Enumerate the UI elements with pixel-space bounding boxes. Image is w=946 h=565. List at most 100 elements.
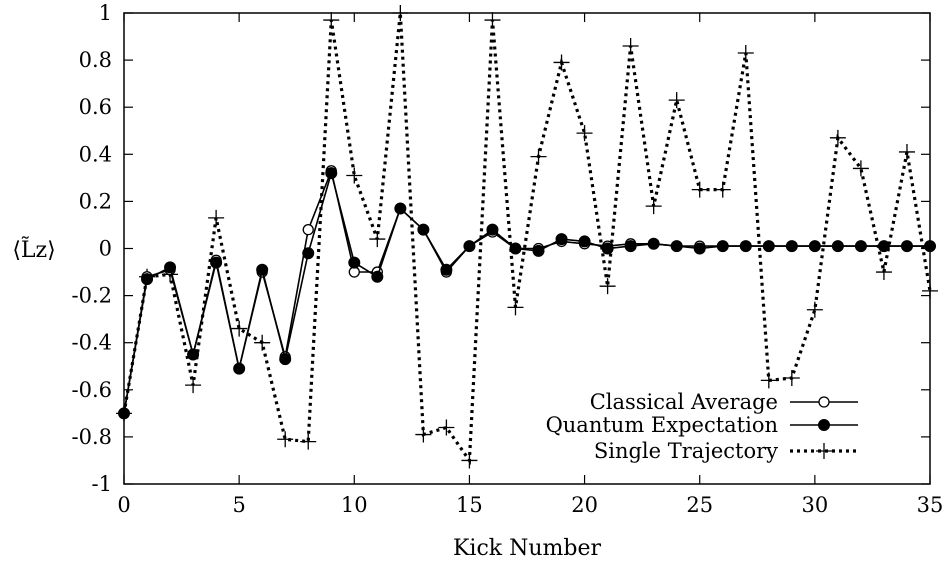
y-tick-label: 0.8 — [79, 48, 112, 72]
data-point — [348, 256, 361, 269]
data-point — [898, 143, 915, 160]
data-point — [599, 278, 616, 295]
data-point — [578, 235, 591, 248]
data-point — [737, 45, 754, 62]
data-point — [555, 233, 568, 246]
y-tick-label: 0.4 — [79, 142, 112, 166]
data-point — [231, 320, 248, 337]
x-tick-label: 30 — [801, 493, 828, 517]
data-point — [233, 362, 246, 375]
x-tick-label: 0 — [117, 493, 130, 517]
series-classical-average — [118, 165, 936, 420]
series-line — [122, 12, 932, 466]
data-point — [530, 148, 547, 165]
legend-item: Quantum Expectation — [546, 413, 858, 437]
data-point — [369, 231, 386, 248]
data-point — [323, 12, 340, 29]
ticks: 0 5 10 15 20 25 30 35 -1 -0.8 -0.6 -0.4 -0.2 0 0.2 0.4 0… — [72, 1, 944, 517]
legend-label: Single Trajectory — [594, 439, 778, 463]
y-tick-label: 0 — [99, 237, 112, 261]
series-layer — [116, 5, 938, 469]
data-point — [463, 240, 476, 253]
data-point — [900, 240, 913, 253]
legend-label: Quantum Expectation — [546, 413, 778, 437]
x-tick-label: 35 — [917, 493, 944, 517]
data-point — [670, 240, 683, 253]
data-point — [875, 264, 892, 281]
data-point — [831, 240, 844, 253]
y-tick-label: -0.4 — [72, 331, 113, 355]
data-point — [346, 167, 363, 184]
data-point — [647, 237, 660, 250]
data-point — [601, 242, 614, 255]
data-point — [760, 372, 777, 389]
x-tick-label: 10 — [341, 493, 368, 517]
data-point — [808, 240, 821, 253]
x-axis-label: Kick Number — [453, 536, 602, 561]
data-point — [302, 247, 315, 260]
data-point — [392, 5, 409, 21]
data-point — [668, 92, 685, 109]
data-point — [302, 224, 314, 236]
data-point — [762, 240, 775, 253]
data-point — [806, 301, 823, 318]
series-line — [123, 168, 930, 414]
data-point — [164, 261, 177, 274]
x-tick-label: 25 — [686, 493, 713, 517]
data-point — [325, 167, 338, 180]
legend-swatch-marker — [816, 443, 832, 459]
data-point — [461, 452, 478, 469]
y-axis-label: ⟨L̃z⟩ — [12, 237, 55, 263]
y-tick-label: -0.2 — [72, 284, 113, 308]
data-point — [208, 209, 225, 226]
y-tick-label: -0.6 — [72, 378, 113, 402]
data-point — [371, 270, 384, 283]
data-point — [509, 242, 522, 255]
legend-swatch-marker — [818, 396, 830, 408]
y-tick-label: 0.2 — [79, 189, 112, 213]
data-point — [877, 240, 890, 253]
data-point — [118, 407, 130, 420]
series-single-trajectory — [116, 5, 938, 469]
data-point — [484, 12, 501, 29]
legend-item: Classical Average — [590, 390, 858, 414]
data-point — [783, 370, 800, 387]
data-point — [438, 419, 455, 436]
data-point — [394, 202, 407, 215]
data-point — [141, 273, 154, 286]
legend-label: Classical Average — [590, 390, 778, 414]
y-tick-label: -1 — [92, 472, 112, 496]
data-point — [829, 129, 846, 146]
data-point — [553, 54, 570, 71]
data-point — [507, 299, 524, 316]
data-point — [693, 242, 706, 255]
data-point — [300, 433, 317, 450]
data-point — [739, 240, 752, 253]
data-point — [440, 263, 453, 276]
data-point — [645, 198, 662, 215]
series-line — [123, 170, 930, 414]
data-point — [486, 223, 499, 236]
data-point — [624, 240, 637, 253]
x-tick-label: 20 — [571, 493, 598, 517]
data-point — [417, 223, 430, 236]
legend-item: Single Trajectory — [594, 439, 858, 463]
y-tick-label: -0.8 — [72, 425, 113, 449]
y-tick-label: 1 — [99, 1, 112, 25]
data-point — [576, 125, 593, 142]
data-point — [854, 240, 867, 253]
data-point — [532, 244, 545, 257]
data-point — [187, 348, 200, 361]
data-point — [622, 37, 639, 54]
data-point — [256, 263, 269, 276]
x-tick-label: 5 — [232, 493, 245, 517]
data-point — [691, 181, 708, 198]
data-point — [185, 377, 202, 394]
data-point — [852, 160, 869, 177]
x-tick-label: 15 — [456, 493, 483, 517]
data-point — [922, 282, 938, 299]
data-point — [254, 334, 271, 351]
data-point — [714, 181, 731, 198]
